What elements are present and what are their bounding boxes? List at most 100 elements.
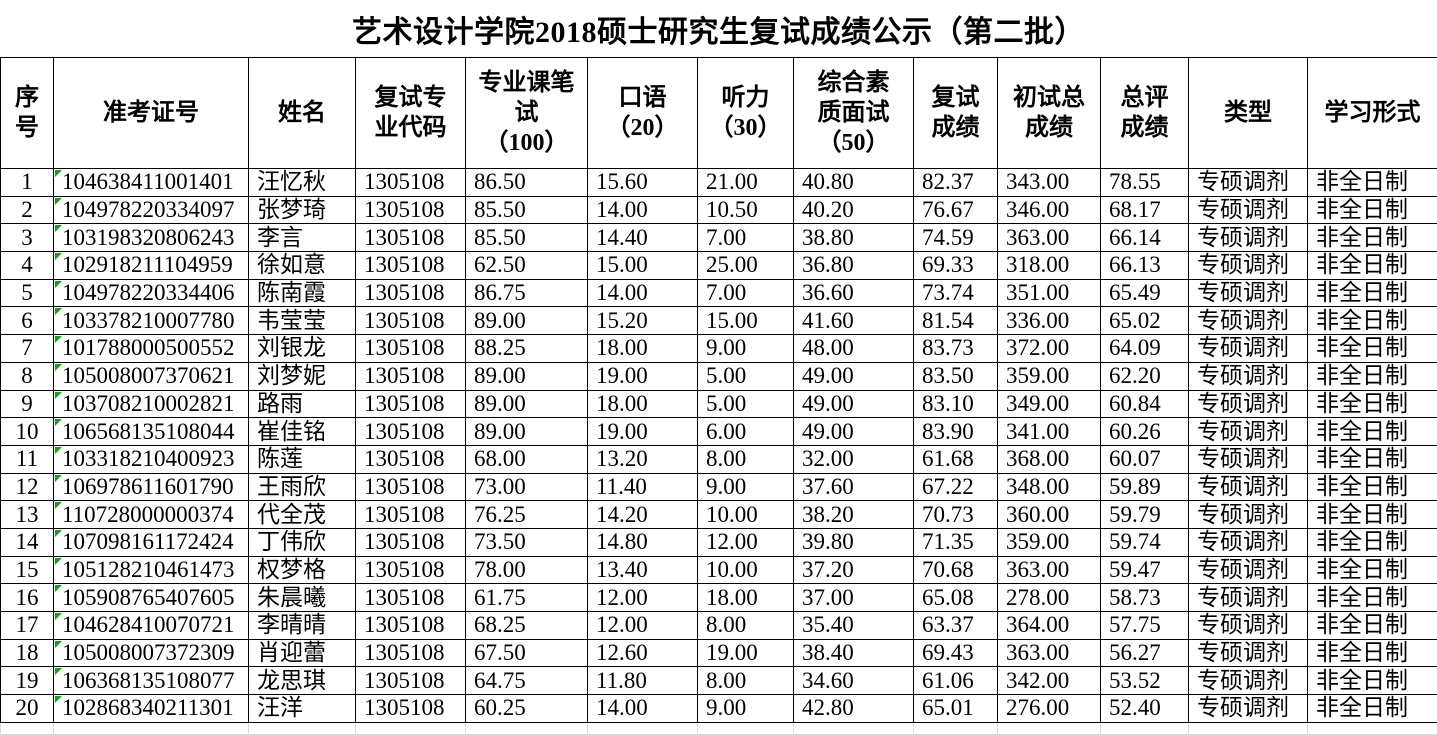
text-format-flag-icon (55, 225, 62, 232)
cell-initial_total: 368.00 (998, 445, 1101, 473)
cell-study_form: 非全日制 (1308, 556, 1437, 584)
cell-initial_total: 364.00 (998, 612, 1101, 640)
column-header-written_test: 专业课笔 试 （100） (466, 58, 588, 169)
cell-name: 王雨欣 (249, 473, 356, 501)
cell-written_test: 60.25 (466, 695, 588, 723)
text-format-flag-icon (55, 253, 62, 260)
cell-written_test: 61.75 (466, 584, 588, 612)
cell-listening: 10.50 (698, 196, 794, 224)
cell-study_form: 非全日制 (1308, 445, 1437, 473)
cell-oral: 18.00 (588, 390, 698, 418)
cell-major_code: 1305108 (356, 196, 466, 224)
cell-listening: 7.00 (698, 279, 794, 307)
cell-major_code: 1305108 (356, 473, 466, 501)
cell-interview: 40.80 (794, 169, 914, 197)
text-format-flag-icon (55, 308, 62, 315)
cell-type: 专硕调剂 (1189, 695, 1308, 723)
cell-written_test: 62.50 (466, 252, 588, 280)
cell-overall_score: 59.74 (1101, 528, 1189, 556)
column-header-oral: 口语 （20） (588, 58, 698, 169)
text-format-flag-icon (55, 419, 62, 426)
cell-seq: 1 (1, 169, 54, 197)
cell-overall_score: 66.14 (1101, 224, 1189, 252)
cell-oral: 15.00 (588, 252, 698, 280)
empty-grid-cell (54, 722, 249, 734)
cell-ticket_no: 103378210007780 (54, 307, 249, 335)
cell-study_form: 非全日制 (1308, 252, 1437, 280)
cell-initial_total: 363.00 (998, 639, 1101, 667)
empty-grid-row (1, 722, 1437, 734)
cell-major_code: 1305108 (356, 390, 466, 418)
cell-oral: 14.00 (588, 196, 698, 224)
column-header-major_code: 复试专 业代码 (356, 58, 466, 169)
cell-listening: 6.00 (698, 418, 794, 446)
cell-type: 专硕调剂 (1189, 528, 1308, 556)
cell-written_test: 85.50 (466, 224, 588, 252)
text-format-flag-icon (55, 364, 62, 371)
cell-ticket_no: 105128210461473 (54, 556, 249, 584)
cell-interview: 48.00 (794, 335, 914, 363)
cell-major_code: 1305108 (356, 445, 466, 473)
cell-seq: 17 (1, 612, 54, 640)
cell-major_code: 1305108 (356, 335, 466, 363)
cell-retest_score: 69.43 (914, 639, 998, 667)
cell-overall_score: 60.26 (1101, 418, 1189, 446)
empty-grid-cell (1, 722, 54, 734)
cell-ticket_no: 106368135108077 (54, 667, 249, 695)
text-format-flag-icon (55, 668, 62, 675)
cell-interview: 49.00 (794, 390, 914, 418)
cell-type: 专硕调剂 (1189, 639, 1308, 667)
cell-written_test: 76.25 (466, 501, 588, 529)
cell-overall_score: 64.09 (1101, 335, 1189, 363)
cell-initial_total: 359.00 (998, 528, 1101, 556)
column-header-overall_score: 总评 成绩 (1101, 58, 1189, 169)
cell-name: 徐如意 (249, 252, 356, 280)
cell-seq: 5 (1, 279, 54, 307)
text-format-flag-icon (55, 447, 62, 454)
cell-listening: 8.00 (698, 445, 794, 473)
column-header-ticket_no: 准考证号 (54, 58, 249, 169)
cell-oral: 11.80 (588, 667, 698, 695)
cell-ticket_no: 104628410070721 (54, 612, 249, 640)
empty-grid-cell (249, 722, 356, 734)
cell-initial_total: 372.00 (998, 335, 1101, 363)
cell-written_test: 89.00 (466, 307, 588, 335)
cell-written_test: 85.50 (466, 196, 588, 224)
cell-listening: 8.00 (698, 667, 794, 695)
cell-oral: 15.60 (588, 169, 698, 197)
cell-name: 路雨 (249, 390, 356, 418)
cell-interview: 41.60 (794, 307, 914, 335)
cell-major_code: 1305108 (356, 169, 466, 197)
empty-grid-cell (1101, 722, 1189, 734)
cell-seq: 12 (1, 473, 54, 501)
cell-study_form: 非全日制 (1308, 390, 1437, 418)
text-format-flag-icon (55, 502, 62, 509)
column-header-initial_total: 初试总 成绩 (998, 58, 1101, 169)
cell-oral: 14.00 (588, 695, 698, 723)
cell-study_form: 非全日制 (1308, 362, 1437, 390)
cell-interview: 39.80 (794, 528, 914, 556)
cell-listening: 10.00 (698, 501, 794, 529)
cell-retest_score: 63.37 (914, 612, 998, 640)
cell-seq: 20 (1, 695, 54, 723)
empty-grid-cell (794, 722, 914, 734)
cell-name: 刘梦妮 (249, 362, 356, 390)
cell-retest_score: 70.73 (914, 501, 998, 529)
cell-major_code: 1305108 (356, 695, 466, 723)
cell-name: 肖迎蕾 (249, 639, 356, 667)
empty-grid-cell (914, 722, 998, 734)
cell-written_test: 67.50 (466, 639, 588, 667)
cell-study_form: 非全日制 (1308, 501, 1437, 529)
header-row: 序 号准考证号姓名复试专 业代码专业课笔 试 （100）口语 （20）听力 （3… (1, 58, 1437, 169)
cell-type: 专硕调剂 (1189, 473, 1308, 501)
cell-seq: 14 (1, 528, 54, 556)
cell-retest_score: 65.08 (914, 584, 998, 612)
cell-overall_score: 52.40 (1101, 695, 1189, 723)
